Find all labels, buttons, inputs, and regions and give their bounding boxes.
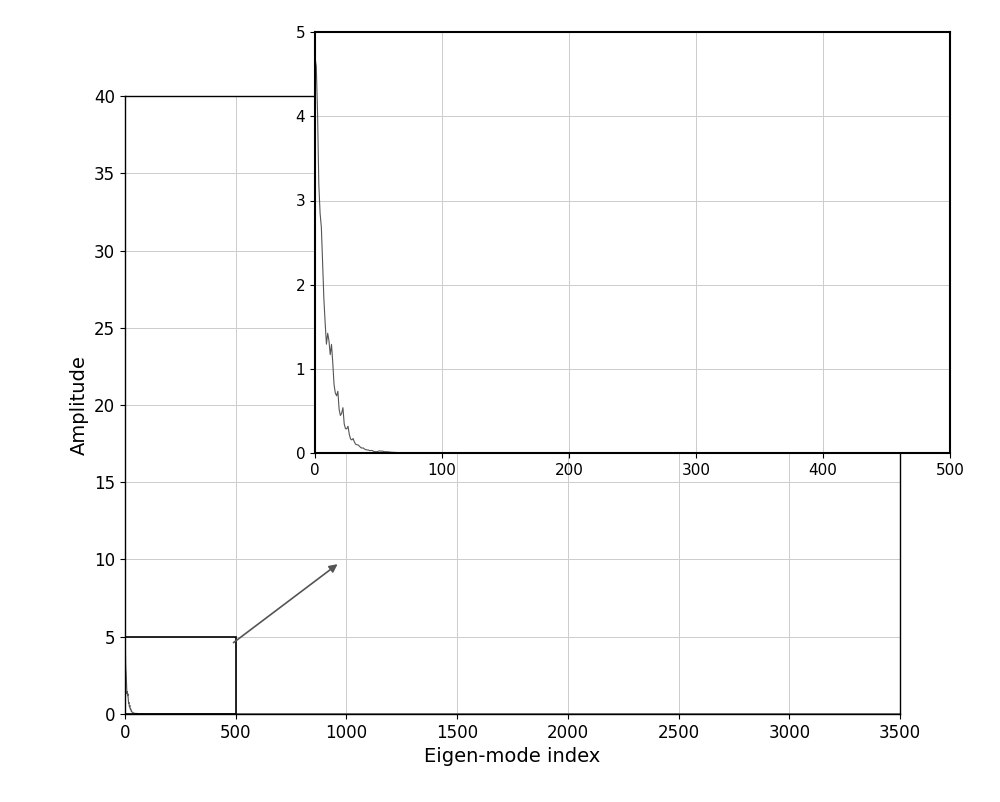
Y-axis label: Amplitude: Amplitude [70,355,89,455]
Bar [125,637,236,714]
X-axis label: Eigen-mode index: Eigen-mode index [424,747,601,766]
